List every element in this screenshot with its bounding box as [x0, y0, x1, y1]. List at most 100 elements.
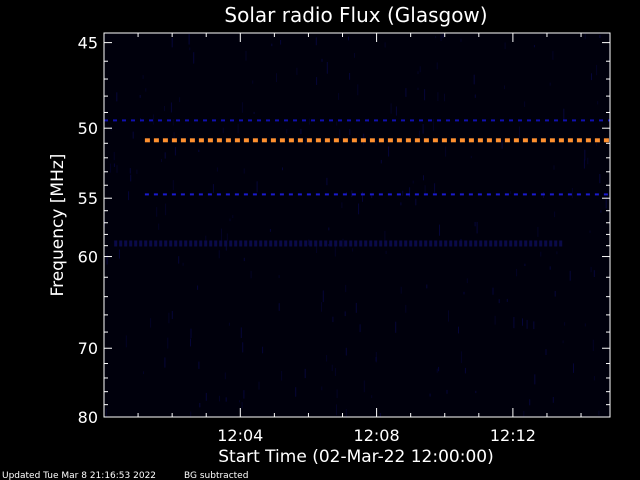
band-segment — [184, 240, 188, 247]
band-segment — [171, 193, 176, 196]
noise-streak — [243, 390, 245, 399]
band-segment — [338, 119, 342, 122]
noise-streak — [418, 130, 420, 138]
band-segment — [401, 119, 405, 122]
noise-streak — [338, 93, 340, 100]
noise-streak — [534, 374, 536, 385]
noise-streak — [280, 40, 282, 45]
band-segment — [288, 138, 294, 143]
noise-streak — [473, 74, 475, 85]
band-segment — [563, 119, 567, 122]
noise-streak — [326, 62, 328, 74]
noise-streak — [171, 311, 173, 319]
noise-streak — [258, 381, 260, 390]
y-tick-label: 45 — [78, 34, 98, 53]
noise-streak — [190, 338, 191, 347]
band-segment — [248, 119, 252, 122]
band-segment — [243, 193, 248, 196]
band-segment — [423, 193, 428, 196]
band-segment — [306, 138, 312, 143]
noise-streak — [423, 175, 424, 181]
plot-area — [104, 33, 610, 417]
band-segment — [314, 240, 318, 247]
band-segment — [396, 138, 402, 143]
band-segment — [270, 138, 276, 143]
band-segment — [279, 240, 283, 247]
noise-streak — [573, 363, 574, 373]
footer-updated: Updated Tue Mar 8 21:16:53 2022 — [2, 471, 156, 480]
noise-streak — [460, 351, 462, 364]
noise-streak — [332, 316, 334, 323]
noise-streak — [139, 95, 141, 98]
noise-streak — [463, 291, 465, 295]
noise-streak — [240, 327, 242, 338]
band-segment — [304, 240, 308, 247]
noise-streak — [464, 367, 466, 374]
band-segment — [499, 240, 503, 247]
noise-streak — [504, 42, 506, 50]
band-segment — [288, 193, 293, 196]
band-segment — [209, 240, 213, 247]
band-segment — [374, 119, 378, 122]
noise-streak — [516, 268, 518, 277]
band-segment — [180, 138, 186, 143]
band-segment — [216, 138, 222, 143]
noise-streak — [599, 35, 601, 38]
noise-streak — [395, 106, 397, 116]
band-segment — [360, 138, 366, 143]
band-segment — [266, 119, 270, 122]
noise-streak — [271, 43, 273, 47]
band-segment — [333, 138, 339, 143]
noise-streak — [190, 328, 192, 339]
noise-streak — [321, 386, 323, 391]
noise-streak — [156, 207, 158, 217]
noise-streak — [596, 142, 597, 146]
band-segment — [459, 193, 464, 196]
y-tick-label: 55 — [78, 189, 98, 208]
noise-streak — [172, 119, 174, 126]
band-segment — [482, 119, 486, 122]
band-segment — [249, 240, 253, 247]
noise-streak — [474, 94, 476, 98]
band-segment — [469, 240, 473, 247]
band-segment — [189, 138, 195, 143]
noise-streak — [440, 34, 442, 41]
noise-streak — [526, 319, 528, 329]
noise-streak — [435, 36, 437, 39]
noise-streak — [524, 101, 526, 107]
noise-streak — [125, 335, 127, 348]
band-segment — [491, 119, 495, 122]
noise-streak — [145, 88, 147, 92]
band-segment — [549, 193, 554, 196]
band-segment — [387, 193, 392, 196]
noise-streak — [384, 42, 386, 48]
noise-streak — [242, 342, 244, 353]
noise-streak — [349, 129, 351, 136]
noise-streak — [474, 222, 476, 227]
band-segment — [309, 240, 313, 247]
noise-streak — [171, 37, 173, 48]
noise-streak — [571, 188, 573, 199]
band-segment — [519, 240, 523, 247]
band-segment — [274, 240, 278, 247]
band-segment — [149, 240, 153, 247]
noise-streak — [256, 181, 258, 193]
band-segment — [554, 119, 558, 122]
band-segment — [294, 240, 298, 247]
x-tick-label: 12:12 — [490, 426, 536, 445]
band-segment — [324, 138, 330, 143]
band-segment — [329, 240, 333, 247]
noise-streak — [222, 127, 224, 134]
band-segment — [449, 240, 453, 247]
x-axis-label: Start Time (02-Mar-22 12:00:00) — [218, 447, 493, 467]
noise-streak — [237, 123, 239, 134]
band-segment — [576, 138, 582, 143]
noise-streak — [590, 266, 592, 273]
band-segment — [284, 119, 288, 122]
noise-streak — [554, 291, 556, 297]
noise-streak — [524, 263, 526, 266]
noise-streak — [216, 167, 218, 172]
band-segment — [329, 119, 333, 122]
band-segment — [567, 193, 572, 196]
noise-streak — [348, 36, 349, 41]
